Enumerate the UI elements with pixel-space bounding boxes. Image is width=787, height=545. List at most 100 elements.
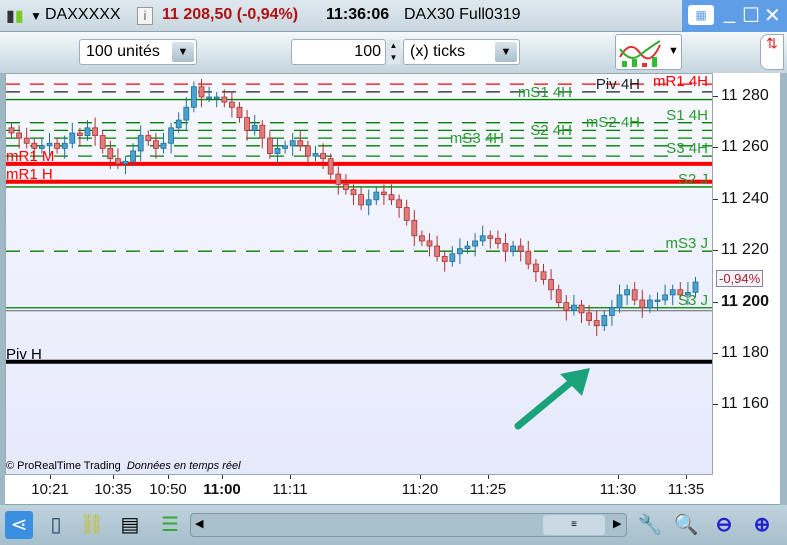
candle-body [677, 289, 684, 296]
candle-body [23, 137, 30, 144]
chevron-down-icon[interactable]: ▼ [172, 42, 194, 62]
candle-body [61, 142, 68, 149]
candle-body [593, 320, 600, 327]
candle-body [365, 199, 372, 206]
y-tick [713, 353, 718, 354]
candle-body [510, 245, 517, 252]
minimize-icon[interactable]: _ [724, 2, 736, 24]
horizontal-scrollbar[interactable]: ◀ ≡ ▶ [190, 513, 627, 537]
candle-body [228, 101, 235, 108]
indicators-icon [619, 40, 661, 67]
buy-sell-panel-toggle[interactable]: ⇅ [760, 34, 784, 70]
candle-body [647, 299, 653, 309]
candle-body [350, 189, 357, 196]
candle-body [46, 142, 53, 147]
instrument-name[interactable]: DAXXXXX [45, 6, 121, 23]
candle-body [69, 132, 76, 144]
candle-body [662, 294, 668, 301]
candle-body [137, 135, 144, 152]
candle-body [304, 145, 311, 157]
x-tick-label: 10:35 [94, 481, 132, 498]
share-icon[interactable]: ⋖ [5, 511, 33, 539]
units-select[interactable]: 100 unités ▼ [79, 39, 197, 65]
close-icon[interactable]: ✕ [764, 5, 781, 27]
scroll-left-icon[interactable]: ◀ [195, 518, 204, 530]
candle-body [533, 263, 539, 273]
chevron-down-icon[interactable]: ▼ [495, 42, 517, 62]
candle-body [609, 307, 615, 316]
ticks-unit-select[interactable]: (x) ticks ▼ [403, 39, 520, 65]
scroll-thumb[interactable]: ≡ [543, 515, 605, 535]
candle-body [692, 281, 699, 293]
candle-body [236, 106, 243, 118]
info-icon[interactable]: i [137, 7, 153, 25]
x-tick-label: 10:21 [31, 481, 69, 498]
zoom-fit-icon[interactable]: 🔍 [673, 514, 699, 536]
candle-body [259, 124, 266, 139]
x-tick-label: 11:20 [401, 481, 439, 498]
candle-body [122, 160, 129, 165]
maximize-icon[interactable]: ☐ [742, 5, 760, 27]
layout-icon[interactable]: ▯ [50, 514, 62, 536]
candle-body [548, 279, 554, 291]
window-controls: ▦ _ ☐ ✕ [682, 0, 787, 32]
candle-body [54, 142, 60, 149]
last-price: 11 208,50 (-0,94%) [162, 6, 299, 23]
ticks-count-input[interactable]: 100 [291, 39, 386, 65]
y-tick-label: 11 180 [721, 344, 769, 361]
instrument-description: DAX30 Full0319 [404, 6, 521, 23]
toolbar: 100 unités ▼ 100 ▲ ▼ (x) ticks ▼ ▼ ⇅ [0, 32, 787, 73]
candle-body [563, 302, 570, 311]
indicators-button[interactable]: ▼ [615, 34, 682, 70]
candle-body [160, 142, 167, 149]
orderbook-icon[interactable]: ☰ [161, 514, 179, 536]
x-tick [113, 475, 114, 479]
candle-body [624, 289, 630, 296]
price-axis[interactable]: 11 280 11 260 11 240 11 220 11 200 11 180 11 1… [713, 73, 780, 475]
y-tick-label: 11 280 [721, 87, 769, 104]
candle-body [99, 135, 106, 149]
candle-body [175, 119, 182, 129]
candle-body [107, 148, 114, 160]
time-axis[interactable]: 10:21 10:35 10:50 11:00 11:11 11:20 11:25 11:30… [5, 475, 780, 505]
candlestick-icon[interactable]: ▮▮ [6, 8, 24, 25]
candle-body [494, 237, 501, 244]
candle-body [335, 173, 342, 185]
candle-body [685, 291, 691, 296]
x-tick [618, 475, 619, 479]
keyboard-icon[interactable]: ▦ [688, 5, 714, 25]
link-icon[interactable]: ⛓ [79, 514, 105, 536]
zoom-out-icon[interactable]: ⊖ [715, 514, 733, 536]
candle-body [502, 243, 509, 252]
candle-body [669, 289, 676, 296]
candle-body [403, 207, 410, 221]
x-tick [488, 475, 489, 479]
candle-body [92, 127, 98, 136]
candle-body [297, 140, 304, 147]
candle-body [190, 86, 197, 108]
level-label: S1 4H [666, 106, 708, 124]
candles-layer [6, 79, 712, 364]
ticks-stepper[interactable]: ▲ ▼ [387, 40, 400, 64]
candle-body [31, 142, 38, 149]
settings-icon[interactable]: 🔧 [637, 514, 663, 536]
level-label: mR1 4H [652, 73, 708, 90]
chevron-down-icon[interactable]: ▼ [668, 45, 679, 57]
x-tick-label: 11:25 [469, 481, 507, 498]
candle-body [449, 253, 456, 262]
drawing-icon[interactable]: ▤ [120, 514, 140, 536]
candle-body [77, 132, 83, 136]
x-tick-label: 10:50 [149, 481, 187, 498]
x-tick [222, 475, 223, 479]
y-tick [713, 96, 718, 97]
level-label: mR1 M [6, 147, 55, 165]
candle-body [130, 150, 136, 162]
price-chart[interactable]: mR1 4H Piv 4H mS1 4H S1 4H mS2 4H S2 4H mS3 4H… [5, 73, 713, 475]
candle-body [654, 299, 661, 302]
y-tick [713, 198, 718, 200]
candle-body [16, 132, 23, 139]
zoom-in-icon[interactable]: ⊕ [753, 514, 771, 536]
scroll-right-icon[interactable]: ▶ [613, 518, 622, 530]
candle-body [168, 127, 175, 144]
instrument-dropdown-icon[interactable]: ▼ [30, 9, 42, 23]
